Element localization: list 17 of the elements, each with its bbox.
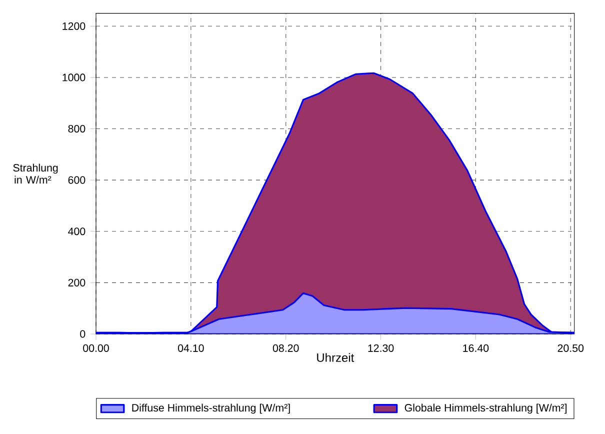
- x-tick-label: 12.30: [368, 344, 394, 352]
- y-tick-label: 1000: [62, 74, 86, 82]
- y-tick-label: 0: [80, 330, 86, 338]
- y-tick-label: 600: [68, 176, 86, 184]
- x-tick-label: 16.40: [463, 344, 489, 352]
- x-tick-label: 04.10: [178, 344, 204, 352]
- x-tick-label: 08.20: [272, 344, 299, 352]
- x-tick-label: 00.00: [83, 344, 109, 352]
- y-tick-label: 400: [68, 228, 86, 236]
- legend-label: Diffuse Himmels-strahlung [W/m²]: [132, 404, 290, 414]
- legend-label: Globale Himmels-strahlung [W/m²]: [404, 404, 567, 414]
- y-axis-title: Strahlung in W/m²: [13, 164, 58, 184]
- y-tick-label: 800: [68, 124, 86, 133]
- y-tick-label: 200: [68, 278, 86, 286]
- x-axis-title: Uhrzeit: [317, 353, 354, 362]
- x-tick-label: 20.50: [558, 344, 584, 352]
- y-tick-label: 1200: [62, 22, 86, 30]
